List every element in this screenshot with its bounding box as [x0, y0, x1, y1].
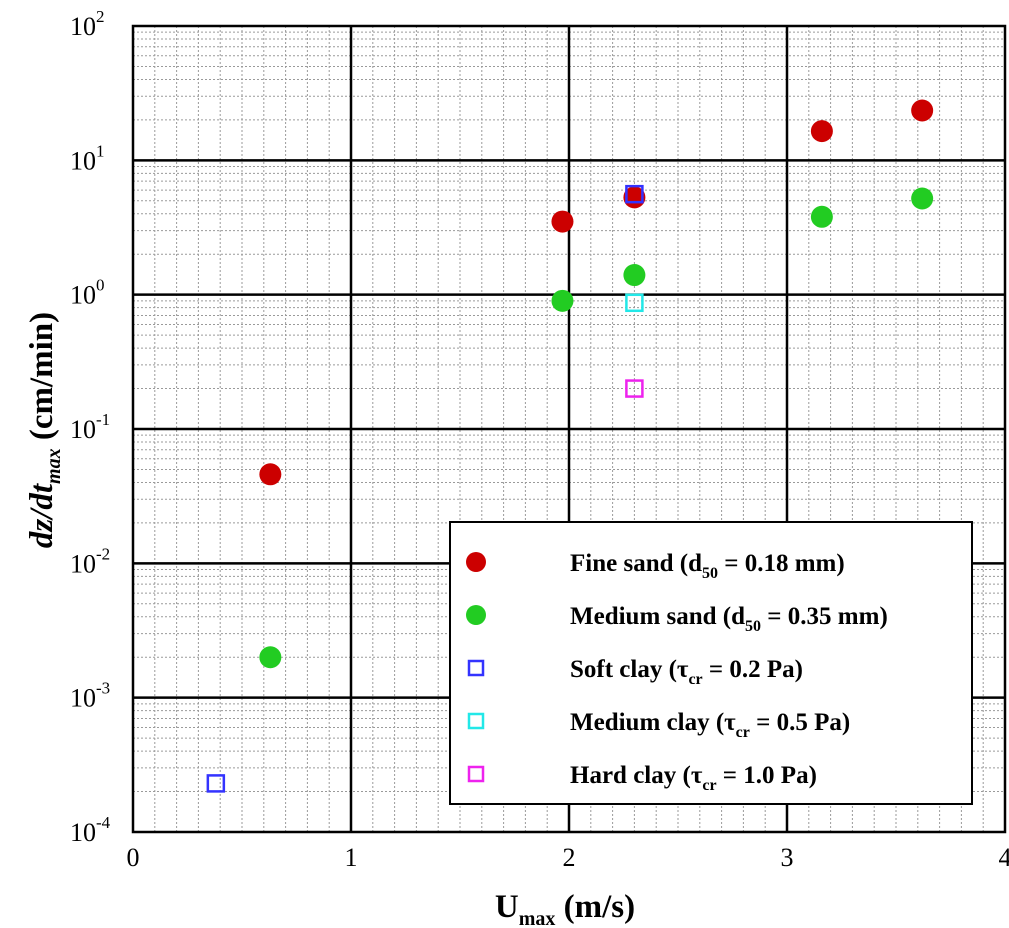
legend-marker: [467, 765, 485, 783]
legend-box: [449, 521, 973, 805]
data-point-series-5: [625, 379, 644, 398]
legend-label: Medium clay (τcr = 0.5 Pa): [570, 709, 850, 741]
y-tick-label: 10-2: [70, 544, 110, 578]
data-points: [206, 99, 934, 793]
x-tick-label: 4: [999, 843, 1009, 872]
y-tick-label: 101: [70, 141, 105, 175]
y-tick-label: 10-1: [70, 410, 110, 444]
data-point-series-1: [810, 120, 833, 143]
legend-marker: [466, 605, 486, 625]
data-point-series-1: [911, 99, 934, 122]
tick-labels: 0 1 2 3 4 102 101 100 10-1 10-2 10-3 10-4: [70, 7, 1009, 872]
legend-label: Medium sand (d50 = 0.35 mm): [570, 603, 888, 635]
data-point-series-2: [551, 289, 574, 312]
data-point-series-4: [625, 293, 644, 313]
y-axis-title: dz/dtmax (cm/min): [24, 312, 65, 548]
y-tick-label: 10-3: [70, 679, 110, 713]
legend-label: Fine sand (d50 = 0.18 mm): [570, 550, 845, 582]
legend-marker: [467, 659, 485, 677]
legend-label: Soft clay (τcr = 0.2 Pa): [570, 656, 803, 688]
data-point-series-2: [259, 646, 282, 669]
legend-label: Hard clay (τcr = 1.0 Pa): [570, 762, 817, 794]
y-tick-label: 10-4: [70, 813, 111, 847]
data-point-series-3: [206, 774, 226, 793]
data-point-series-3: [625, 184, 644, 204]
data-point-series-1: [259, 463, 282, 486]
legend-marker: [467, 712, 485, 730]
data-point-series-2: [911, 187, 934, 210]
plot-area-frame: [131, 24, 1007, 834]
legend: Fine sand (d50 = 0.18 mm) Medium sand (d5…: [449, 521, 973, 805]
y-tick-label: 102: [70, 7, 105, 41]
data-point-series-2: [810, 205, 833, 228]
data-point-series-1: [551, 210, 574, 233]
x-tick-label: 2: [563, 843, 576, 872]
data-point-series-2: [623, 264, 646, 287]
y-tick-label: 100: [70, 276, 105, 310]
legend-marker: [466, 552, 486, 572]
x-tick-label: 1: [345, 843, 358, 872]
x-axis-title: Umax (m/s): [495, 889, 635, 928]
x-tick-label: 3: [781, 843, 794, 872]
x-tick-label: 0: [127, 843, 140, 872]
